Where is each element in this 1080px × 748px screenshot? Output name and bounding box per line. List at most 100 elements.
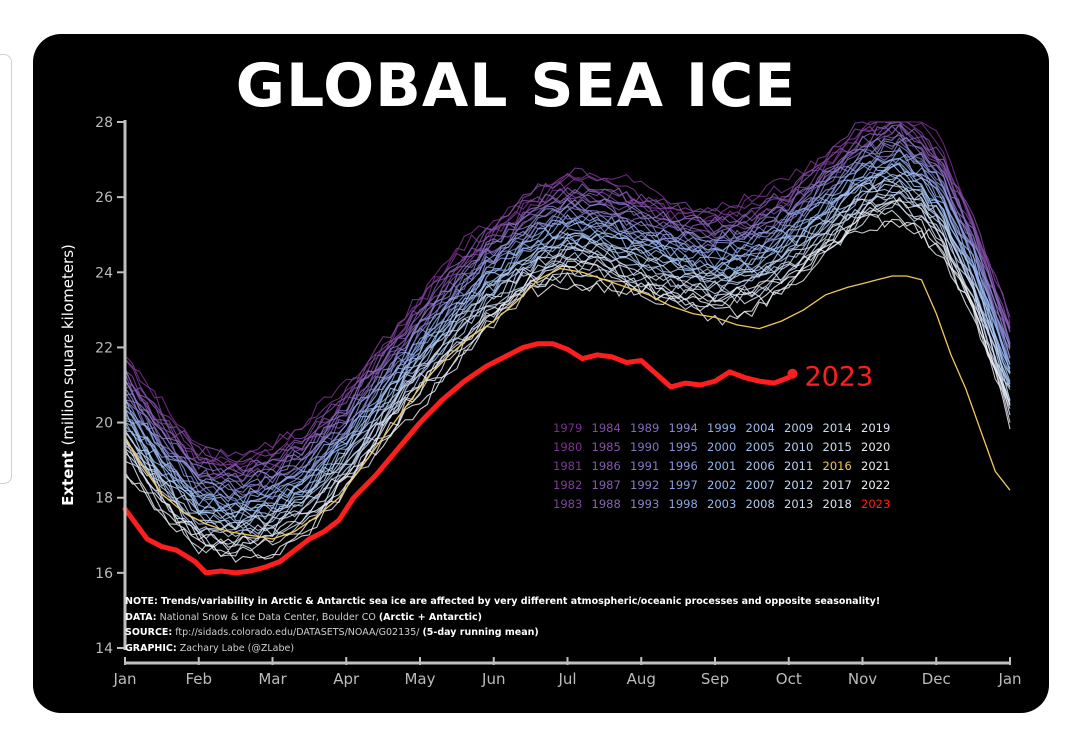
legend-year-1983: 1983 bbox=[553, 497, 582, 511]
series-line-1982 bbox=[124, 121, 1011, 463]
data-label: DATA: bbox=[125, 611, 157, 623]
legend-year-2008: 2008 bbox=[746, 497, 775, 511]
x-tick-label: May bbox=[404, 670, 435, 688]
graphic-text: Zachary Labe (@ZLabe) bbox=[179, 642, 295, 654]
legend-year-2010: 2010 bbox=[784, 440, 813, 454]
legend-year-2003: 2003 bbox=[707, 497, 736, 511]
legend-year-2022: 2022 bbox=[861, 478, 890, 492]
x-tick-label: Mar bbox=[258, 670, 287, 688]
series-line-2012 bbox=[124, 180, 1011, 540]
chart-panel: GLOBAL SEA ICE 2023 14 16 18 20 22 24 26 28 Jan F… bbox=[33, 34, 1049, 713]
x-tick-label: Jul bbox=[557, 670, 576, 688]
series-line-2016 bbox=[124, 267, 1011, 540]
y-tick-label: 28 bbox=[95, 115, 113, 131]
legend-year-1986: 1986 bbox=[592, 459, 621, 473]
legend-year-1998: 1998 bbox=[669, 497, 698, 511]
legend-year-2009: 2009 bbox=[784, 421, 813, 435]
data-text: National Snow & Ice Data Center, Boulder… bbox=[159, 611, 376, 623]
y-tick-label: 18 bbox=[95, 491, 113, 507]
series-line-2007 bbox=[124, 173, 1011, 520]
legend-year-1992: 1992 bbox=[630, 478, 659, 492]
series-line-2000 bbox=[124, 157, 1011, 511]
series-line-2014 bbox=[124, 192, 1011, 535]
legend-year-2002: 2002 bbox=[707, 478, 736, 492]
legend-year-2018: 2018 bbox=[823, 497, 852, 511]
legend-year-2017: 2017 bbox=[823, 478, 852, 492]
chart-title: GLOBAL SEA ICE bbox=[235, 51, 797, 121]
legend-year-2019: 2019 bbox=[861, 421, 890, 435]
data-extra: (Arctic + Antarctic) bbox=[378, 611, 483, 623]
series-line-2022 bbox=[124, 220, 1011, 563]
legend-year-1987: 1987 bbox=[592, 478, 621, 492]
note-text: Trends/variability in Arctic & Antarctic… bbox=[160, 596, 881, 607]
series-line-2023 bbox=[122, 341, 795, 576]
chart-notes: NOTE: Trends/variability in Arctic & Ant… bbox=[125, 594, 880, 656]
legend-year-2007: 2007 bbox=[746, 478, 775, 492]
series-line-1988 bbox=[124, 125, 1011, 479]
series-2023-label: 2023 bbox=[804, 362, 873, 393]
series-line-1981 bbox=[124, 121, 1011, 471]
legend-year-1994: 1994 bbox=[669, 421, 698, 435]
y-axis-label: Extent (million square kilometers) bbox=[59, 244, 77, 506]
y-tick-label: 20 bbox=[95, 416, 113, 432]
y-axis-label-main: Extent bbox=[59, 446, 77, 506]
series-line-2002 bbox=[124, 169, 1011, 513]
x-tick-label: Jun bbox=[481, 670, 505, 688]
series-line-1995 bbox=[124, 149, 1011, 491]
y-tick-label: 26 bbox=[95, 190, 113, 206]
legend-year-1997: 1997 bbox=[669, 478, 698, 492]
legend-year-2000: 2000 bbox=[707, 440, 736, 454]
legend-year-2012: 2012 bbox=[784, 478, 813, 492]
series-line-2015 bbox=[124, 201, 1011, 545]
legend-year-1991: 1991 bbox=[630, 459, 659, 473]
x-tick-label: Feb bbox=[185, 670, 212, 688]
note-line: NOTE: Trends/variability in Arctic & Ant… bbox=[125, 594, 880, 610]
legend-year-1996: 1996 bbox=[669, 459, 698, 473]
legend-year-2001: 2001 bbox=[707, 459, 736, 473]
series-line-2021 bbox=[124, 213, 1011, 559]
series-line-1996 bbox=[124, 158, 1011, 499]
x-tick-label: Nov bbox=[848, 670, 877, 688]
legend-year-1985: 1985 bbox=[592, 440, 621, 454]
legend-year-2015: 2015 bbox=[823, 440, 852, 454]
x-tick-label: Oct bbox=[776, 670, 802, 688]
series-line-2008 bbox=[124, 182, 1011, 525]
x-tick-label: Dec bbox=[922, 670, 951, 688]
legend-year-1995: 1995 bbox=[669, 440, 698, 454]
legend-year-2016: 2016 bbox=[823, 459, 852, 473]
note-label: NOTE: bbox=[125, 596, 158, 607]
data-line: DATA: National Snow & Ice Data Center, B… bbox=[125, 610, 880, 626]
legend-year-2020: 2020 bbox=[861, 440, 890, 454]
series-2023-endpoint bbox=[787, 368, 798, 379]
legend-year-1990: 1990 bbox=[630, 440, 659, 454]
series-line-1999 bbox=[124, 146, 1011, 512]
legend-year-1993: 1993 bbox=[630, 497, 659, 511]
y-tick-label: 24 bbox=[95, 265, 113, 281]
legend-year-1988: 1988 bbox=[592, 497, 621, 511]
series-line-1987 bbox=[124, 121, 1011, 481]
source-extra: (5-day running mean) bbox=[422, 627, 539, 638]
legend-year-1999: 1999 bbox=[707, 421, 736, 435]
legend-year-1982: 1982 bbox=[553, 478, 582, 492]
series-line-2004 bbox=[124, 170, 1011, 530]
legend-year-2023: 2023 bbox=[861, 497, 890, 511]
series-line-1983 bbox=[124, 124, 1011, 469]
legend-year-1979: 1979 bbox=[553, 421, 582, 435]
legend-year-1980: 1980 bbox=[553, 440, 582, 454]
y-axis-label-unit: (million square kilometers) bbox=[59, 244, 77, 445]
x-tick-label: Jan bbox=[112, 670, 136, 688]
legend-year-2014: 2014 bbox=[823, 421, 852, 435]
y-tick-label: 22 bbox=[95, 340, 113, 356]
legend-year-1981: 1981 bbox=[553, 459, 582, 473]
legend-year-2004: 2004 bbox=[746, 421, 775, 435]
series-line-2011 bbox=[124, 179, 1011, 545]
graphic-line: GRAPHIC: Zachary Labe (@ZLabe) bbox=[125, 641, 880, 657]
series-line-2020 bbox=[124, 209, 1011, 548]
legend-year-1989: 1989 bbox=[630, 421, 659, 435]
source-text: ftp://sidads.colorado.edu/DATASETS/NOAA/… bbox=[175, 627, 420, 638]
legend-year-2021: 2021 bbox=[861, 459, 890, 473]
x-tick-label: Jan bbox=[997, 670, 1021, 688]
legend-year-1984: 1984 bbox=[592, 421, 621, 435]
side-tab bbox=[0, 54, 12, 484]
